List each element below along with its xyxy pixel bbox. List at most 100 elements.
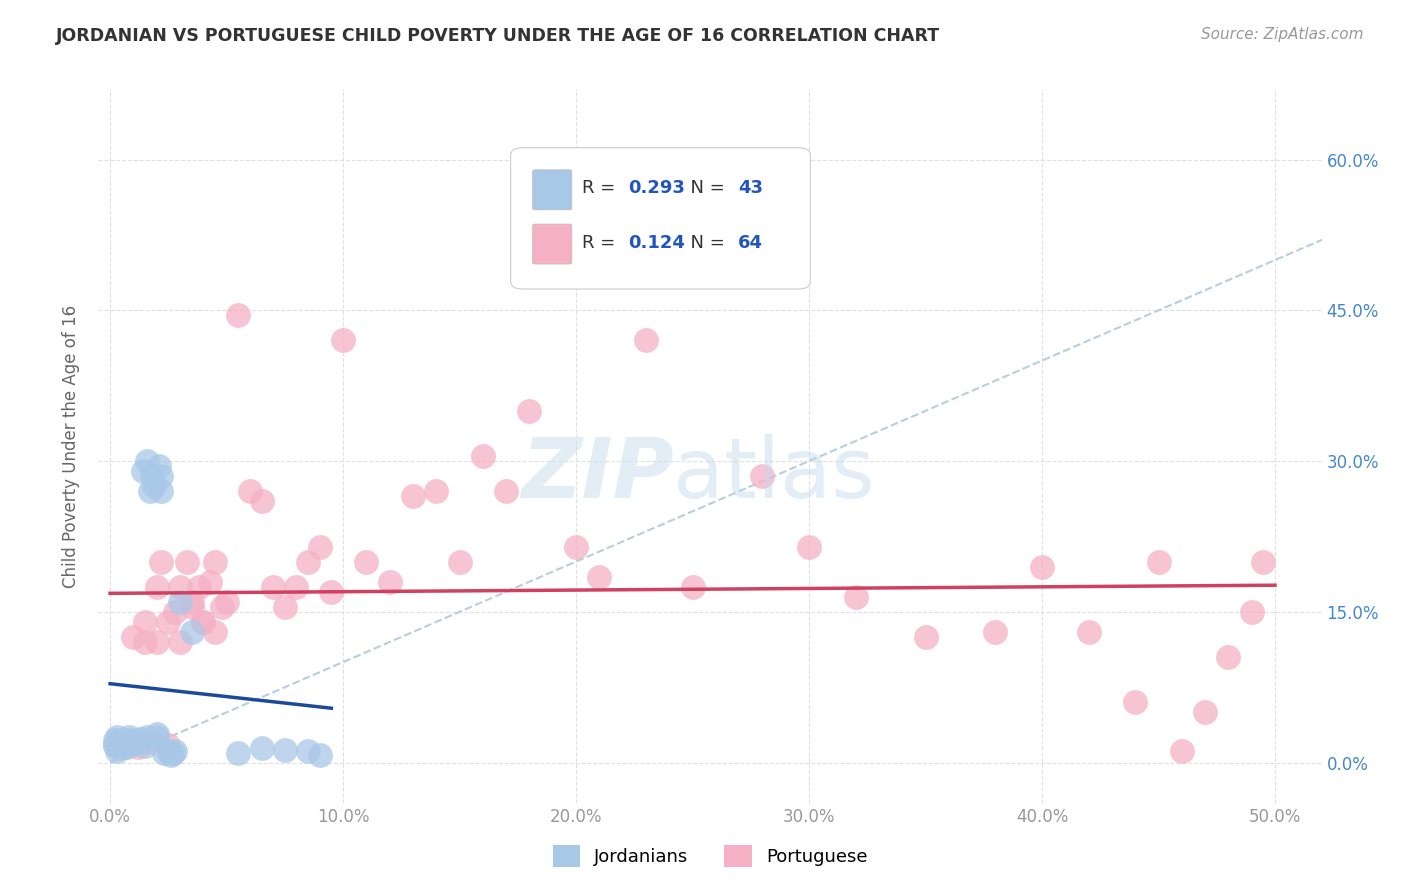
Point [150,469,173,483]
Point [215,595,238,609]
Point [150,484,173,499]
Point [914,630,936,644]
Point [104,738,127,752]
Point [274,742,297,756]
Point [112,735,135,749]
Point [127,739,149,754]
Point [150,555,173,569]
Point [143,479,166,493]
Y-axis label: Child Poverty Under the Age of 16: Child Poverty Under the Age of 16 [62,304,80,588]
Point [105,743,128,757]
Point [984,624,1007,639]
Point [169,580,191,594]
Point [180,595,202,609]
Point [471,449,494,463]
Point [118,735,141,749]
Point [297,743,319,757]
Point [169,635,191,649]
Text: N =: N = [679,234,731,252]
Point [138,484,160,499]
Point [250,740,273,755]
Point [118,731,141,745]
Point [104,733,127,747]
Point [162,746,184,760]
Point [111,737,134,751]
Point [152,746,174,760]
Point [1218,650,1240,665]
Point [112,738,135,752]
Point [321,584,343,599]
Point [159,747,181,762]
Point [250,494,273,508]
Point [200,574,222,589]
Text: N =: N = [679,179,731,197]
Point [425,484,447,499]
Point [180,599,202,614]
Point [634,334,657,348]
Point [157,738,180,752]
Point [1123,695,1146,709]
Point [308,747,330,762]
Point [111,733,134,747]
Legend: Jordanians, Portuguese: Jordanians, Portuguese [544,836,876,876]
Point [1031,559,1053,574]
Point [519,404,541,418]
Point [180,624,202,639]
Point [127,735,149,749]
Point [115,739,138,754]
Point [1240,605,1263,619]
Point [239,484,262,499]
Point [105,731,128,745]
Point [204,555,226,569]
Point [378,574,401,589]
Point [356,555,378,569]
Point [226,746,249,760]
Point [588,569,610,583]
Point [176,555,198,569]
Point [145,727,167,741]
Text: 0.293: 0.293 [628,179,685,197]
Point [274,599,297,614]
Point [226,309,249,323]
Point [108,735,131,749]
Point [108,740,131,755]
Point [141,735,163,749]
Point [169,595,191,609]
Text: ZIP: ZIP [520,434,673,515]
Point [332,334,354,348]
Point [193,615,215,629]
Text: R =: R = [582,234,620,252]
Point [751,469,773,483]
Point [148,459,170,474]
Point [145,635,167,649]
Point [845,590,868,604]
Point [141,469,163,483]
Point [131,464,153,478]
Point [285,580,308,594]
Point [262,580,284,594]
Point [134,635,156,649]
Point [449,555,471,569]
Point [165,743,187,757]
Point [682,580,704,594]
Text: JORDANIAN VS PORTUGUESE CHILD POVERTY UNDER THE AGE OF 16 CORRELATION CHART: JORDANIAN VS PORTUGUESE CHILD POVERTY UN… [56,27,941,45]
Point [115,739,138,754]
Point [1194,706,1216,720]
Point [111,735,134,749]
Point [157,615,180,629]
Point [134,739,156,753]
Point [115,733,138,747]
Point [187,580,209,594]
Text: Source: ZipAtlas.com: Source: ZipAtlas.com [1201,27,1364,42]
Point [104,738,127,752]
Point [1253,555,1275,569]
Point [1077,624,1099,639]
Text: 64: 64 [738,234,763,252]
FancyBboxPatch shape [510,148,810,289]
FancyBboxPatch shape [533,169,572,210]
Point [308,540,330,554]
Point [122,630,145,644]
Point [165,605,187,619]
Text: 43: 43 [738,179,763,197]
Point [120,738,142,752]
